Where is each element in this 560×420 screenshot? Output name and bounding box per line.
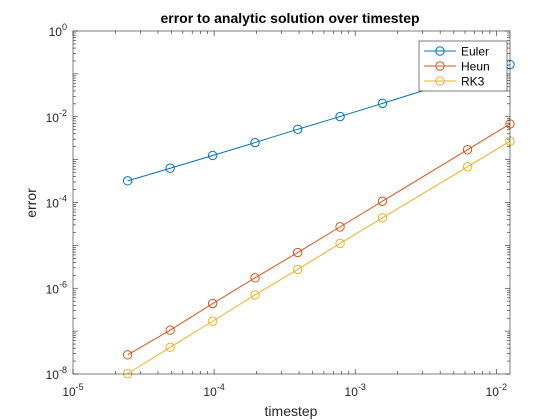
data-point-rk3 bbox=[122, 368, 133, 379]
x-tick-label-exponent: -2 bbox=[499, 382, 507, 392]
x-tick-label-exponent: -5 bbox=[76, 382, 84, 392]
data-point-euler bbox=[122, 176, 133, 186]
data-point-rk3 bbox=[207, 316, 218, 326]
legend-label: Euler bbox=[461, 45, 489, 59]
legend-marker bbox=[435, 76, 445, 86]
data-point-euler bbox=[207, 150, 218, 161]
y-tick-label-exponent: -8 bbox=[59, 365, 67, 375]
legend-marker bbox=[435, 46, 445, 56]
series-line-rk3 bbox=[127, 140, 511, 375]
x-axis-label: timestep bbox=[265, 403, 318, 419]
axes-frame bbox=[72, 30, 511, 375]
series-heun bbox=[122, 119, 515, 360]
data-point-heun bbox=[377, 196, 388, 206]
data-point-euler bbox=[250, 137, 260, 148]
data-series bbox=[122, 59, 515, 379]
legend-label: Heun bbox=[461, 60, 490, 74]
data-point-euler bbox=[377, 98, 388, 109]
x-tick-label-exponent: -4 bbox=[217, 382, 225, 392]
y-tick-label-exponent: 0 bbox=[62, 22, 67, 32]
legend-entry-euler: Euler bbox=[424, 45, 489, 59]
data-point-heun bbox=[207, 298, 218, 309]
data-point-rk3 bbox=[462, 162, 473, 172]
data-point-rk3 bbox=[377, 213, 388, 223]
series-rk3 bbox=[122, 136, 515, 379]
x-tick-label-exponent: -3 bbox=[358, 382, 366, 392]
y-tick-label-exponent: -4 bbox=[59, 194, 67, 204]
data-point-heun bbox=[292, 247, 303, 258]
legend-marker bbox=[435, 61, 445, 71]
data-point-euler bbox=[165, 163, 175, 173]
data-point-rk3 bbox=[165, 342, 175, 352]
data-point-heun bbox=[250, 273, 260, 283]
y-axis-label: error bbox=[23, 188, 39, 218]
y-tick-label-exponent: -6 bbox=[59, 279, 67, 289]
data-point-rk3 bbox=[250, 290, 260, 300]
legend-entry-rk3: RK3 bbox=[424, 75, 485, 89]
data-point-euler bbox=[292, 124, 303, 134]
chart-title: error to analytic solution over timestep bbox=[160, 10, 419, 26]
legend-label: RK3 bbox=[461, 75, 485, 89]
y-tick-label-exponent: -2 bbox=[59, 108, 67, 118]
data-point-heun bbox=[165, 325, 175, 335]
data-point-euler bbox=[335, 111, 345, 122]
legend-entry-heun: Heun bbox=[424, 60, 490, 74]
data-point-heun bbox=[462, 145, 473, 155]
data-point-rk3 bbox=[335, 238, 345, 249]
data-point-heun bbox=[122, 350, 133, 360]
series-line-heun bbox=[127, 123, 511, 356]
data-point-heun bbox=[335, 222, 345, 232]
data-point-rk3 bbox=[292, 264, 303, 275]
